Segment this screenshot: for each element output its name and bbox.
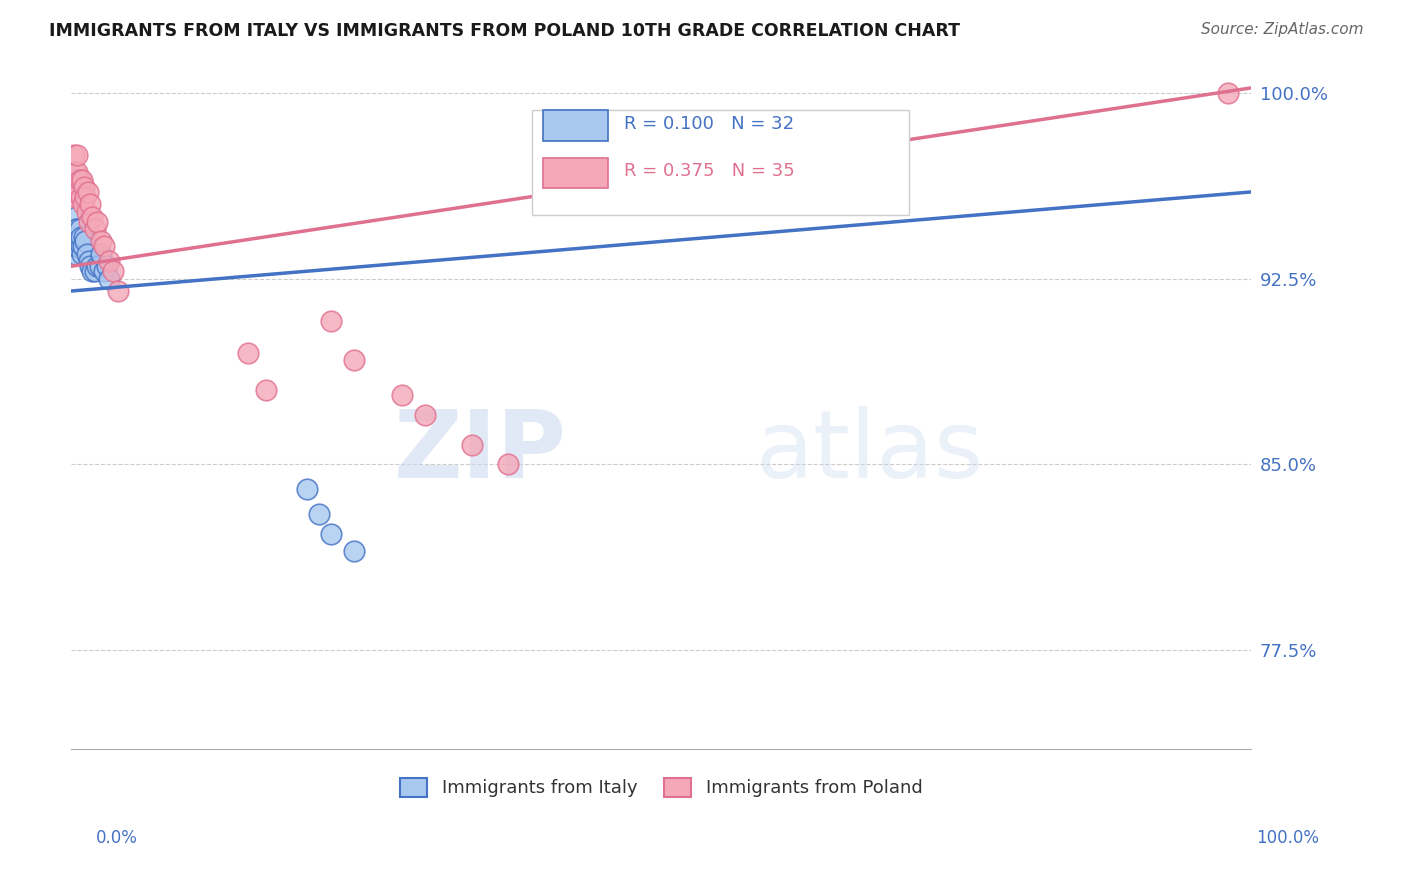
Point (63, 180, 86, 194)
Point (62, 185, 84, 199)
Point (343, 353, 366, 368)
Point (63, 239, 86, 253)
Point (73, 180, 96, 194)
Point (83, 222, 105, 236)
Point (73, 229, 96, 244)
Text: IMMIGRANTS FROM ITALY VS IMMIGRANTS FROM POLAND 10TH GRADE CORRELATION CHART: IMMIGRANTS FROM ITALY VS IMMIGRANTS FROM… (49, 22, 960, 40)
Text: atlas: atlas (756, 406, 984, 498)
Point (66, 147, 89, 161)
Point (62, 147, 84, 161)
Point (75, 190, 97, 204)
Point (76, 204, 98, 219)
Point (69, 222, 91, 236)
Point (62, 185, 84, 199)
Point (75, 235, 97, 249)
Point (343, 544, 366, 558)
Point (65, 210, 87, 224)
Point (238, 346, 260, 360)
Point (72, 239, 94, 253)
Text: R = 0.375   N = 35: R = 0.375 N = 35 (623, 162, 794, 180)
Point (93, 239, 115, 253)
Point (83, 264, 105, 278)
Point (66, 222, 89, 236)
Point (107, 284, 129, 298)
Point (90, 235, 112, 249)
Text: 100.0%: 100.0% (1256, 829, 1319, 847)
Point (391, 388, 413, 402)
Point (413, 408, 436, 422)
Point (86, 214, 108, 228)
Text: ZIP: ZIP (394, 406, 567, 498)
Point (297, 482, 319, 496)
Point (79, 259, 101, 273)
Point (76, 247, 98, 261)
Point (76, 185, 98, 199)
Point (65, 222, 87, 236)
Text: Source: ZipAtlas.com: Source: ZipAtlas.com (1201, 22, 1364, 37)
Legend: Immigrants from Italy, Immigrants from Poland: Immigrants from Italy, Immigrants from P… (392, 771, 929, 805)
Point (82, 264, 104, 278)
Point (63, 165, 86, 179)
Point (67, 185, 90, 199)
Point (461, 437, 484, 451)
Point (96, 259, 118, 273)
Point (77, 214, 100, 228)
Point (98, 271, 121, 285)
Point (308, 507, 330, 521)
Text: 0.0%: 0.0% (96, 829, 138, 847)
Point (89, 259, 111, 273)
Point (98, 254, 121, 268)
Point (69, 239, 91, 253)
Point (82, 210, 104, 224)
Point (79, 197, 101, 211)
Point (101, 264, 124, 278)
Point (93, 264, 115, 278)
Text: R = 0.100   N = 32: R = 0.100 N = 32 (623, 115, 793, 133)
Point (69, 229, 91, 244)
Point (496, 458, 519, 472)
Point (70, 247, 93, 261)
Point (67, 235, 90, 249)
Point (65, 190, 87, 204)
Point (63, 247, 86, 261)
Point (62, 235, 84, 249)
Point (72, 197, 94, 211)
Point (70, 172, 93, 186)
Point (319, 526, 342, 541)
Point (77, 254, 100, 268)
Point (66, 239, 89, 253)
Point (62, 172, 84, 186)
Point (66, 165, 89, 179)
FancyBboxPatch shape (543, 158, 609, 188)
Point (86, 259, 108, 273)
FancyBboxPatch shape (543, 111, 609, 141)
Point (254, 383, 277, 397)
Point (1216, 86, 1239, 100)
FancyBboxPatch shape (531, 111, 910, 215)
Point (69, 172, 91, 186)
Point (90, 247, 112, 261)
Point (69, 190, 91, 204)
Point (319, 314, 342, 328)
